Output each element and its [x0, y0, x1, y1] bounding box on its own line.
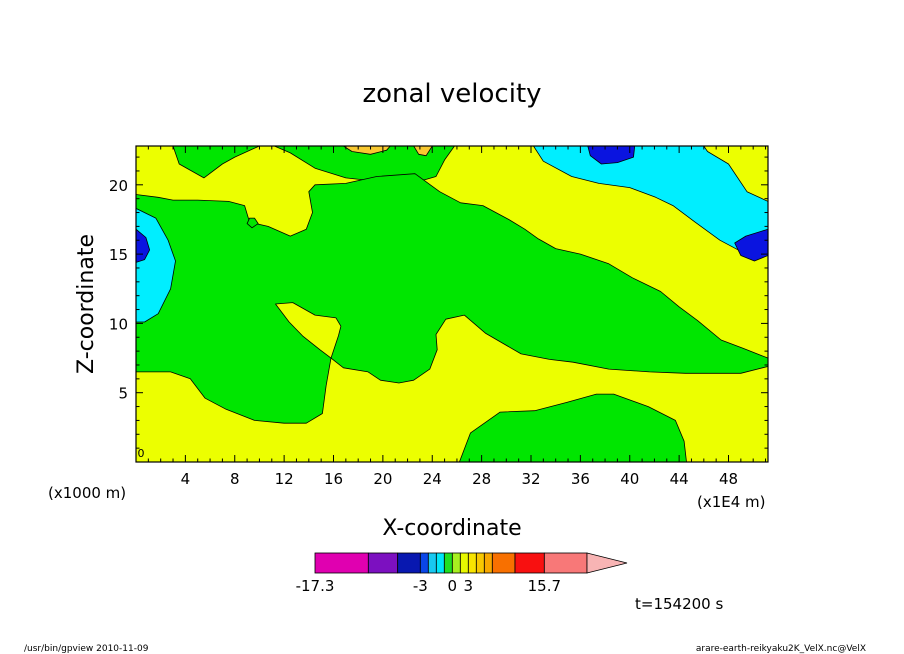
x-tick-label: 32 — [521, 470, 540, 488]
contour-region-green — [136, 173, 768, 424]
colorbar-segment — [483, 552, 493, 574]
colorbar-segment — [427, 552, 437, 574]
x-tick-label: 48 — [719, 470, 738, 488]
x-axis-label: X-coordinate — [382, 516, 521, 541]
colorbar-segment — [367, 552, 399, 574]
y-tick-label: 5 — [118, 385, 128, 403]
contour-region-blue — [587, 146, 636, 165]
colorbar-segment — [435, 552, 445, 574]
timestamp: t=154200 s — [635, 595, 723, 613]
y-tick-label: 20 — [109, 177, 128, 195]
colorbar-label: 3 — [464, 577, 474, 595]
x-axis-ticks: 4 8 12 16 20 24 28 32 36 40 44 48 — [147, 146, 767, 488]
colorbar-label: -3 — [413, 577, 428, 595]
footer-right: arare-earth-reikyaku2K_VelX.nc@VelX — [696, 644, 866, 654]
x-tick-label: 44 — [670, 470, 689, 488]
x-tick-label: 4 — [181, 470, 191, 488]
y-axis-label: Z-coordinate — [74, 234, 99, 374]
colorbar-segment — [467, 552, 477, 574]
x-tick-label: 28 — [472, 470, 491, 488]
contour-region-cyan — [533, 146, 768, 256]
colorbar-segment — [543, 552, 588, 574]
y-tick-label: 10 — [109, 315, 128, 333]
x-tick-label: 20 — [373, 470, 392, 488]
chart-title: zonal velocity — [362, 79, 541, 109]
x-unit-right: (x1E4 m) — [697, 493, 766, 511]
colorbar: -17.3 -3 0 3 15.7 — [296, 552, 628, 595]
colorbar-segment — [314, 552, 369, 574]
contour-region-cyan — [136, 207, 176, 323]
colorbar-segment — [459, 552, 469, 574]
x-tick-label: 12 — [275, 470, 294, 488]
contour-region-light-orange — [342, 146, 391, 155]
x-tick-label: 36 — [571, 470, 590, 488]
x-tick-label: 40 — [620, 470, 639, 488]
contour-region-green — [172, 146, 260, 179]
colorbar-segment — [397, 552, 421, 574]
colorbar-segment — [475, 552, 485, 574]
y-tick-label: 15 — [109, 246, 128, 264]
colorbar-segment — [491, 552, 516, 574]
colorbar-segment — [419, 552, 429, 574]
colorbar-segment — [443, 552, 453, 574]
contour-regions — [136, 146, 768, 462]
x-tick-label: 8 — [230, 470, 240, 488]
colorbar-label: 0 — [448, 577, 458, 595]
x-tick-label: 16 — [324, 470, 343, 488]
colorbar-segment — [514, 552, 545, 574]
contour-region-blue — [734, 228, 768, 262]
y-axis-ticks: 5 10 15 20 — [109, 156, 768, 449]
footer-left: /usr/bin/gpview 2010-11-09 — [24, 644, 149, 654]
colorbar-extension — [586, 552, 628, 574]
contour-region-green — [246, 217, 259, 229]
x-tick-label: 24 — [423, 470, 442, 488]
corner-zero-mark: 0 — [138, 447, 145, 460]
contour-region-light-orange — [413, 146, 433, 157]
colorbar-segment — [451, 552, 461, 574]
plot-frame — [135, 145, 769, 463]
colorbar-label: -17.3 — [296, 577, 335, 595]
x-unit-left: (x1000 m) — [48, 484, 126, 502]
colorbar-label: 15.7 — [528, 577, 561, 595]
contour-region-green — [458, 393, 687, 462]
